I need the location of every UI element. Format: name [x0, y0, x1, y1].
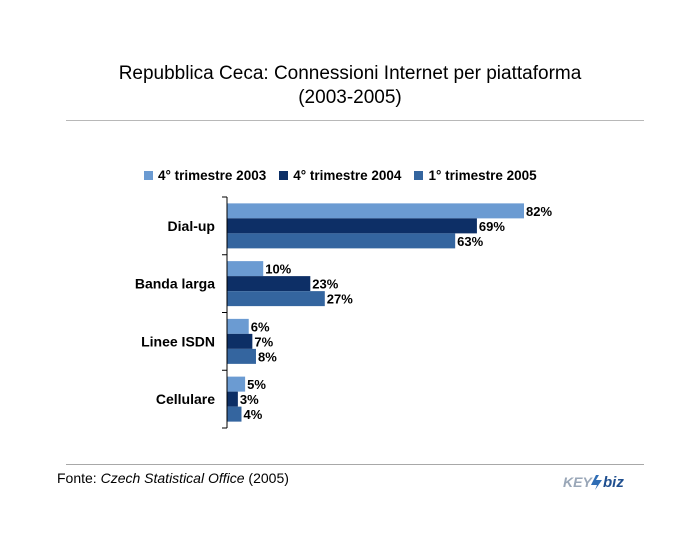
bar — [227, 333, 253, 349]
data-label: 82% — [526, 204, 552, 219]
legend-item-series2: 4° trimestre 2004 — [279, 168, 401, 183]
bar — [227, 348, 256, 364]
logo-key-text: KEY — [563, 474, 593, 490]
bar — [227, 233, 456, 249]
data-label: 23% — [312, 277, 338, 292]
bar — [227, 291, 325, 307]
data-label: 7% — [254, 334, 273, 349]
source-note: Fonte: Czech Statistical Office (2005) — [57, 470, 289, 486]
logo-biz-text: biz — [603, 474, 624, 491]
category-label: Dial-up — [168, 218, 215, 234]
data-label: 3% — [240, 392, 259, 407]
source-prefix: Fonte: — [57, 470, 101, 486]
source-suffix: (2005) — [244, 470, 289, 486]
bar — [227, 376, 246, 392]
legend: 4° trimestre 2003 4° trimestre 2004 1° t… — [144, 167, 550, 183]
data-label: 6% — [251, 319, 270, 334]
data-label: 5% — [247, 377, 266, 392]
legend-item-series3: 1° trimestre 2005 — [414, 167, 537, 183]
category-label: Banda larga — [135, 276, 215, 292]
data-label: 10% — [265, 262, 291, 277]
data-label: 8% — [258, 349, 277, 364]
bar — [227, 391, 238, 407]
category-label: Linee ISDN — [141, 333, 215, 349]
data-label: 69% — [479, 219, 505, 234]
legend-label-series1: 4° trimestre 2003 — [158, 167, 267, 183]
bar — [227, 276, 311, 292]
source-name: Czech Statistical Office — [100, 470, 245, 486]
bar — [227, 406, 242, 422]
title-divider — [66, 120, 644, 121]
legend-label-series2: 4° trimestre 2004 — [293, 167, 402, 183]
category-label: Cellulare — [156, 391, 215, 407]
bar — [227, 261, 264, 277]
bar — [227, 318, 249, 334]
chart-title-line2: (2003-2005) — [298, 87, 402, 108]
chart-title-line1: Repubblica Ceca: Connessioni Internet pe… — [118, 63, 582, 84]
footer-divider — [66, 464, 644, 465]
legend-swatch-series1 — [144, 170, 153, 180]
legend-item-series1: 4° trimestre 2003 — [144, 168, 266, 183]
data-label: 63% — [457, 234, 483, 249]
logo-bolt-icon — [591, 475, 602, 490]
legend-swatch-series2 — [279, 170, 289, 180]
bar — [227, 218, 477, 234]
legend-label-series3: 1° trimestre 2005 — [428, 167, 537, 183]
keybiz-logo: KEY biz — [563, 474, 624, 491]
data-label: 4% — [243, 407, 262, 422]
chart-title: Repubblica Ceca: Connessioni Internet pe… — [0, 62, 700, 110]
bar — [227, 203, 524, 219]
legend-swatch-series3 — [414, 170, 424, 180]
data-label: 27% — [327, 292, 353, 307]
